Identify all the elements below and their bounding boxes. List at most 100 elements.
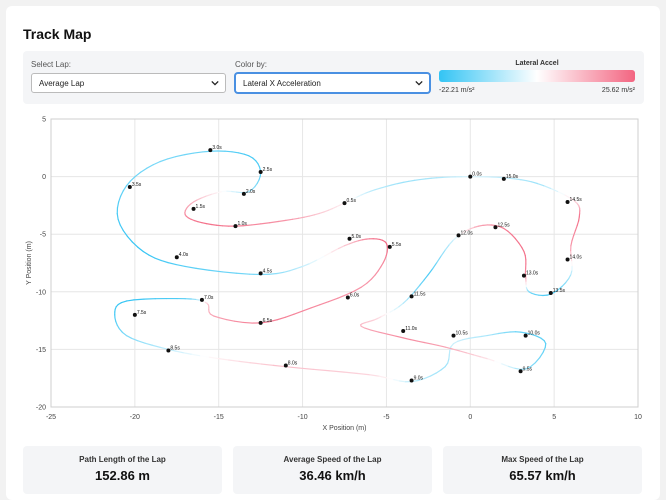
track-segment — [384, 254, 387, 260]
track-segment — [534, 293, 540, 296]
track-segment — [242, 321, 253, 324]
lap-select-value: Average Lap — [39, 79, 85, 88]
track-segment — [256, 179, 260, 185]
y-tick-label: -15 — [36, 347, 46, 354]
track-segment — [298, 367, 315, 371]
x-tick-label: -10 — [298, 414, 308, 421]
time-marker-label: 1.0s — [237, 221, 247, 227]
track-segment — [507, 365, 515, 369]
track-segment — [536, 182, 545, 187]
track-segment — [514, 178, 521, 181]
track-segment — [134, 171, 142, 178]
track-segment — [381, 313, 387, 317]
track-segment — [374, 187, 381, 191]
track-segment — [465, 228, 471, 232]
y-tick-label: 5 — [42, 117, 46, 124]
track-segment — [486, 333, 494, 337]
track-segment — [175, 154, 186, 158]
track-segment — [402, 180, 410, 183]
track-segment — [374, 270, 379, 276]
time-marker-label: 15.0s — [506, 174, 519, 180]
track-segment — [447, 358, 450, 364]
track-segment — [427, 268, 434, 276]
stat-value: 36.46 km/h — [299, 468, 366, 483]
track-segment — [197, 221, 203, 224]
track-segment — [131, 337, 139, 342]
y-tick-label: -10 — [36, 289, 46, 296]
time-marker-point — [166, 348, 171, 353]
track-segment — [195, 298, 200, 301]
track-segment — [360, 192, 366, 196]
track-segment — [175, 350, 185, 354]
track-segment — [269, 220, 279, 224]
track-segment — [117, 301, 123, 306]
track-segment — [550, 187, 559, 193]
track-segment — [378, 375, 388, 379]
track-segment — [486, 358, 495, 362]
time-marker-point — [208, 148, 213, 153]
track-segment — [260, 363, 275, 366]
track-segment — [524, 254, 527, 261]
track-segment — [402, 298, 408, 304]
track-segment — [557, 190, 565, 196]
track-segment — [201, 195, 208, 199]
track-segment — [473, 225, 480, 228]
track-segment — [571, 235, 575, 242]
track-segment — [519, 331, 527, 334]
track-segment — [452, 235, 459, 241]
track-segment — [146, 164, 154, 169]
track-segment — [231, 190, 238, 193]
track-segment — [577, 216, 580, 222]
track-segment — [364, 327, 372, 331]
time-marker-label: 7.0s — [204, 295, 214, 301]
time-marker-point — [132, 312, 137, 317]
time-marker-label: 3.0s — [212, 145, 222, 151]
y-tick-label: 0 — [42, 174, 46, 181]
track-segment — [480, 334, 488, 338]
track-segment — [347, 198, 354, 202]
track-segment — [251, 186, 256, 191]
track-segment — [408, 179, 415, 182]
track-segment — [369, 189, 376, 193]
color-by-select[interactable]: Lateral X Acceleration — [235, 73, 430, 93]
legend-max-label: 25.62 m/s² — [601, 87, 635, 94]
track-segment — [492, 332, 500, 336]
track-segment — [205, 223, 212, 226]
time-marker-point — [468, 174, 473, 179]
track-segment — [540, 337, 545, 342]
track-segment — [543, 185, 552, 190]
track-segment — [343, 243, 351, 247]
track-segment — [396, 181, 404, 185]
track-segment — [122, 230, 129, 238]
track-segment — [137, 340, 146, 344]
time-marker-label: 12.5s — [497, 222, 510, 228]
track-segment — [570, 269, 573, 276]
track-segment — [366, 278, 372, 284]
lap-select[interactable]: Average Lap — [31, 73, 226, 93]
track-segment — [574, 224, 578, 232]
track-segment — [561, 281, 567, 287]
track-segment — [519, 179, 527, 182]
stat-card-max-speed: Max Speed of the Lap 65.57 km/h — [443, 446, 642, 494]
time-marker-label: 11.0s — [405, 326, 417, 332]
track-segment — [211, 192, 218, 195]
track-segment — [191, 353, 201, 357]
track-segment — [569, 197, 575, 202]
track-segment — [335, 204, 342, 208]
track-segment — [301, 262, 311, 268]
track-segment — [436, 255, 442, 264]
track-segment — [355, 194, 362, 198]
track-segment — [236, 272, 251, 275]
track-segment — [391, 183, 399, 186]
track-segment — [440, 249, 446, 257]
track-segment — [303, 215, 311, 218]
track-segment — [276, 316, 287, 321]
time-marker-label: 12.0s — [461, 230, 474, 236]
track-segment — [142, 250, 150, 256]
time-marker-label: 6.0s — [350, 293, 360, 299]
time-marker-point — [127, 184, 132, 189]
track-segment — [386, 377, 395, 381]
track-segment — [327, 207, 334, 211]
track-segment — [117, 218, 121, 226]
x-tick-label: -20 — [130, 414, 140, 421]
